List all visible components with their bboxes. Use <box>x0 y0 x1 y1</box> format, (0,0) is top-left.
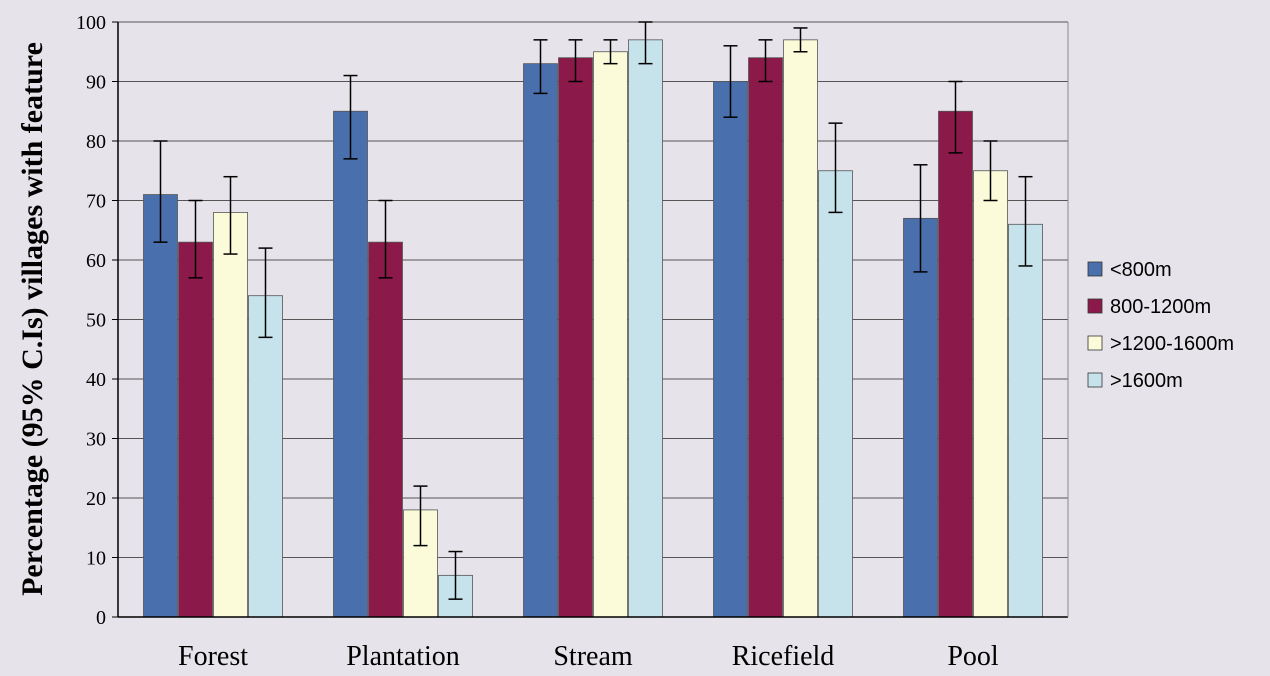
y-tick-label: 20 <box>86 488 106 510</box>
legend-label: <800m <box>1110 259 1172 281</box>
y-tick-label: 70 <box>86 191 106 213</box>
bar <box>248 295 283 618</box>
axis-layer: 0 10 20 30 40 50 60 70 80 90 100 Forest Plantation St… <box>76 12 1069 672</box>
x-tick-label: Plantation <box>346 641 460 671</box>
bar <box>213 211 248 618</box>
bar <box>748 57 783 618</box>
bar <box>818 170 853 618</box>
bar <box>628 39 663 618</box>
bar <box>903 217 938 618</box>
bar <box>973 170 1008 618</box>
legend-swatch <box>1087 261 1103 277</box>
legend: <800m 800-1200m >1200-1600m >1600m <box>1087 259 1234 392</box>
y-tick-label: 40 <box>86 369 106 391</box>
legend-swatch <box>1087 335 1103 351</box>
y-tick-label: 90 <box>86 72 106 94</box>
bar <box>143 194 178 618</box>
bar <box>1008 223 1043 618</box>
y-tick-label: 10 <box>86 548 106 570</box>
y-tick-label: 50 <box>86 310 106 332</box>
legend-label: 800-1200m <box>1110 296 1211 318</box>
y-tick-label: 30 <box>86 429 106 451</box>
legend-label: >1200-1600m <box>1110 333 1234 355</box>
bar <box>178 241 213 618</box>
bar <box>368 241 403 618</box>
y-tick-label: 100 <box>76 12 106 34</box>
x-tick-label: Pool <box>947 641 999 671</box>
y-tick-label: 0 <box>96 607 106 629</box>
legend-swatch <box>1087 298 1103 314</box>
bar <box>938 110 973 618</box>
y-axis-label: Percentage (95% C.Is) villages with feat… <box>16 42 49 596</box>
y-tick-label: 80 <box>86 131 106 153</box>
bar <box>523 63 558 618</box>
bar-layer <box>143 39 1043 618</box>
bar <box>713 81 748 618</box>
legend-label: >1600m <box>1110 370 1183 392</box>
bar <box>558 57 593 618</box>
x-tick-label: Ricefield <box>732 641 835 671</box>
x-tick-label: Stream <box>553 641 633 671</box>
y-tick-label: 60 <box>86 250 106 272</box>
x-tick-label: Forest <box>178 641 248 671</box>
bar <box>593 51 628 618</box>
legend-swatch <box>1087 372 1103 388</box>
bar <box>783 39 818 618</box>
error-bar-layer <box>153 21 1033 600</box>
bar <box>333 110 368 618</box>
